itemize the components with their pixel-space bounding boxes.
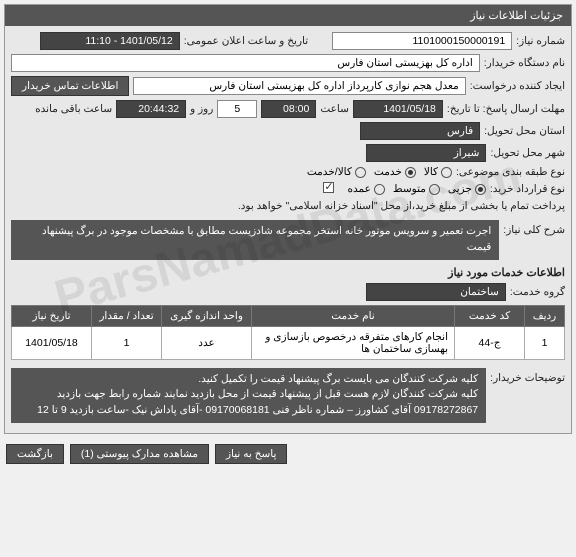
need-number-label: شماره نیاز: — [516, 35, 565, 47]
deadline-time-field: 08:00 — [261, 100, 316, 118]
th-name: نام خدمت — [252, 305, 455, 326]
radio-goods[interactable]: کالا — [424, 166, 452, 178]
payment-checkbox[interactable] — [323, 182, 334, 193]
main-desc-label: شرح کلی نیاز: — [503, 220, 565, 236]
attachments-button[interactable]: مشاهده مدارک پیوستی (1) — [70, 444, 209, 464]
province-field: فارس — [360, 122, 480, 140]
time-label-1: ساعت — [320, 103, 349, 115]
main-panel: جزئیات اطلاعات نیاز شماره نیاز: 11010001… — [4, 4, 572, 434]
radio-both-label: کالا/خدمت — [307, 166, 352, 178]
contract-type-group: جزیی متوسط عمده — [348, 183, 486, 195]
td-date: 1401/05/18 — [12, 326, 92, 359]
days-label: روز و — [190, 103, 213, 115]
remarks-label: توضیحات خریدار: — [490, 368, 565, 384]
th-row: ردیف — [525, 305, 565, 326]
city-field: شیراز — [366, 144, 486, 162]
need-number-field: 1101000150000191 — [332, 32, 512, 50]
subject-type-group: کالا خدمت کالا/خدمت — [307, 166, 452, 178]
province-label: استان محل تحویل: — [484, 125, 565, 137]
public-announce-label: تاریخ و ساعت اعلان عمومی: — [184, 35, 308, 47]
radio-both[interactable]: کالا/خدمت — [307, 166, 366, 178]
td-code: ج-44 — [455, 326, 525, 359]
requester-label: ایجاد کننده درخواست: — [470, 80, 565, 92]
radio-service-label: خدمت — [374, 166, 402, 178]
radio-major-label: عمده — [348, 183, 371, 195]
td-unit: عدد — [162, 326, 252, 359]
service-group-field: ساختمان — [366, 283, 506, 301]
panel-title: جزئیات اطلاعات نیاز — [5, 5, 571, 26]
deadline-label: مهلت ارسال پاسخ: تا تاریخ: — [447, 103, 565, 115]
back-button[interactable]: بازگشت — [6, 444, 64, 464]
service-group-label: گروه خدمت: — [510, 286, 565, 298]
th-unit: واحد اندازه گیری — [162, 305, 252, 326]
days-field: 5 — [217, 100, 257, 118]
subject-type-label: نوع طبقه بندی موضوعی: — [456, 166, 565, 178]
services-section-title: اطلاعات خدمات مورد نیاز — [11, 266, 565, 279]
contract-type-label: نوع قرارداد خرید: — [490, 183, 565, 195]
payment-checkbox-wrap[interactable] — [323, 182, 334, 196]
deadline-date-field: 1401/05/18 — [353, 100, 443, 118]
buyer-name-label: نام دستگاه خریدار: — [484, 57, 565, 69]
td-row: 1 — [525, 326, 565, 359]
countdown-field: 20:44:32 — [116, 100, 186, 118]
td-qty: 1 — [92, 326, 162, 359]
services-table: ردیف کد خدمت نام خدمت واحد اندازه گیری ت… — [11, 305, 565, 360]
public-announce-field: 1401/05/12 - 11:10 — [40, 32, 180, 50]
radio-medium-label: متوسط — [393, 183, 426, 195]
th-date: تاریخ نیاز — [12, 305, 92, 326]
radio-medium[interactable]: متوسط — [393, 183, 440, 195]
remarks-field: کلیه شرکت کنندگان می بایست برگ پیشنهاد ق… — [11, 368, 486, 423]
radio-goods-label: کالا — [424, 166, 438, 178]
remaining-label: ساعت باقی مانده — [35, 103, 112, 115]
main-desc-field: اجرت تعمیر و سرویس موتور خانه استخر مجمو… — [11, 220, 499, 260]
payment-note: پرداخت تمام یا بخشی از مبلغ خرید،از محل … — [238, 200, 565, 212]
reply-button[interactable]: پاسخ به نیاز — [215, 444, 287, 464]
requester-field: معدل هجم نوازی کارپرداز اداره کل بهزیستی… — [133, 77, 465, 95]
td-name: انجام کارهای متفرقه درخصوص بازسازی و بهس… — [252, 326, 455, 359]
table-row: 1 ج-44 انجام کارهای متفرقه درخصوص بازساز… — [12, 326, 565, 359]
th-qty: تعداد / مقدار — [92, 305, 162, 326]
radio-major[interactable]: عمده — [348, 183, 385, 195]
th-code: کد خدمت — [455, 305, 525, 326]
contact-button[interactable]: اطلاعات تماس خریدار — [11, 76, 129, 96]
radio-minor[interactable]: جزیی — [448, 183, 486, 195]
buyer-name-field: اداره کل بهزیستی استان فارس — [11, 54, 480, 72]
radio-minor-label: جزیی — [448, 183, 472, 195]
radio-service[interactable]: خدمت — [374, 166, 416, 178]
bottom-toolbar: پاسخ به نیاز مشاهده مدارک پیوستی (1) باز… — [0, 438, 576, 470]
city-label: شهر محل تحویل: — [490, 147, 565, 159]
